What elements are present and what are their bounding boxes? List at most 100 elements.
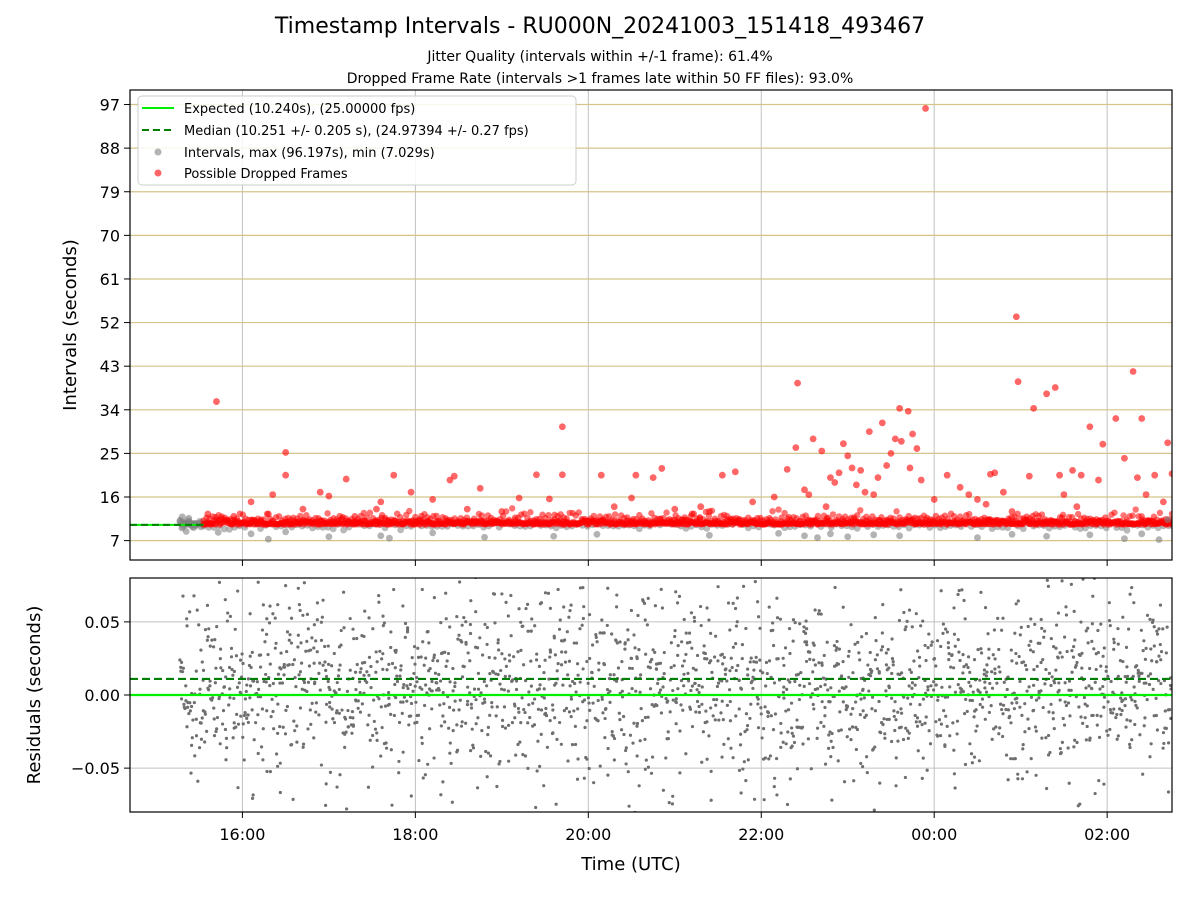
dropped-frame-point bbox=[718, 471, 726, 479]
residual-point bbox=[868, 650, 872, 655]
residual-point bbox=[1145, 698, 1149, 702]
residual-point bbox=[989, 816, 992, 819]
residual-point bbox=[466, 699, 470, 703]
residual-point bbox=[754, 660, 759, 664]
residual-point bbox=[653, 650, 657, 654]
residual-point bbox=[1169, 687, 1172, 691]
residual-point bbox=[486, 751, 491, 755]
residual-point bbox=[1051, 711, 1055, 715]
legend-intervals-swatch bbox=[154, 148, 162, 156]
residual-point bbox=[1121, 615, 1125, 619]
residual-point bbox=[222, 685, 226, 689]
residual-point bbox=[372, 698, 376, 702]
interval-point bbox=[1123, 526, 1131, 534]
residual-point bbox=[1058, 698, 1062, 702]
residual-point bbox=[460, 640, 464, 644]
residual-point bbox=[976, 688, 980, 692]
interval-point bbox=[247, 530, 255, 538]
dropped-band-point bbox=[1169, 521, 1172, 528]
residual-point bbox=[291, 662, 295, 667]
dropped-band-point bbox=[260, 516, 268, 523]
residual-point bbox=[849, 623, 853, 627]
interval-point bbox=[340, 526, 347, 534]
residual-point bbox=[554, 681, 558, 685]
residual-point bbox=[380, 725, 384, 730]
residual-point bbox=[841, 568, 844, 571]
residual-point bbox=[367, 713, 371, 717]
residual-point bbox=[1112, 707, 1116, 711]
residual-point bbox=[289, 742, 294, 747]
residual-point bbox=[953, 644, 957, 648]
residual-point bbox=[212, 717, 216, 721]
residual-point bbox=[493, 621, 497, 625]
residual-point bbox=[1084, 686, 1088, 690]
residual-point bbox=[466, 685, 470, 689]
residual-point bbox=[1121, 659, 1125, 664]
residual-point bbox=[514, 687, 519, 692]
residual-point bbox=[534, 658, 539, 662]
residual-point bbox=[432, 656, 436, 660]
residual-point bbox=[1079, 620, 1083, 624]
residual-point bbox=[516, 650, 520, 654]
residual-point bbox=[1102, 782, 1106, 786]
residual-point bbox=[837, 689, 841, 693]
residual-point bbox=[567, 710, 572, 714]
residuals-xtick-label-2: 20:00 bbox=[565, 825, 611, 844]
residual-point bbox=[1045, 786, 1049, 791]
residual-point bbox=[488, 672, 492, 676]
dropped-frame-point bbox=[610, 503, 618, 511]
residual-point bbox=[264, 632, 269, 636]
residual-point bbox=[1116, 674, 1120, 678]
residual-point bbox=[908, 702, 913, 706]
residual-point bbox=[446, 651, 451, 656]
dropped-band-point bbox=[545, 511, 552, 519]
residual-point bbox=[411, 689, 415, 693]
residual-point bbox=[188, 701, 192, 705]
residual-point bbox=[1046, 753, 1051, 757]
residual-point bbox=[415, 720, 419, 724]
dropped-frame-point bbox=[697, 503, 705, 511]
residual-point bbox=[698, 604, 703, 609]
residual-point bbox=[930, 640, 934, 644]
residual-point bbox=[690, 684, 694, 688]
residual-point bbox=[373, 727, 378, 731]
residual-point bbox=[314, 639, 318, 643]
residual-point bbox=[560, 650, 564, 654]
residual-point bbox=[208, 684, 212, 688]
residual-point bbox=[1123, 704, 1127, 708]
residual-point bbox=[587, 612, 592, 617]
residual-point bbox=[312, 623, 316, 627]
residual-point bbox=[846, 654, 851, 658]
dropped-frame-point bbox=[1060, 491, 1068, 498]
residual-point bbox=[775, 793, 779, 797]
residual-point bbox=[908, 668, 912, 672]
residual-point bbox=[754, 655, 758, 659]
residual-point bbox=[692, 619, 697, 623]
residual-point bbox=[861, 687, 865, 691]
residual-point bbox=[1142, 639, 1146, 643]
residual-point bbox=[761, 727, 766, 731]
residual-point bbox=[972, 715, 976, 719]
residual-point bbox=[387, 696, 391, 700]
residual-point bbox=[1163, 709, 1167, 713]
residual-point bbox=[761, 671, 765, 675]
residual-point bbox=[271, 612, 275, 616]
residual-point bbox=[830, 798, 834, 802]
residual-point bbox=[610, 632, 614, 636]
residual-point bbox=[616, 666, 621, 670]
residual-point bbox=[910, 686, 914, 690]
residual-point bbox=[903, 775, 908, 780]
residual-point bbox=[998, 726, 1002, 730]
residual-point bbox=[232, 669, 236, 674]
residual-point bbox=[705, 657, 709, 661]
intervals-ytick-label-2: 25 bbox=[100, 444, 120, 463]
residual-point bbox=[231, 673, 235, 677]
residual-point bbox=[1009, 721, 1013, 725]
residual-point bbox=[309, 648, 313, 652]
dropped-frame-point bbox=[930, 496, 938, 503]
residual-point bbox=[1081, 578, 1085, 581]
residual-point bbox=[851, 671, 855, 675]
residual-point bbox=[1064, 605, 1068, 609]
residual-point bbox=[1001, 712, 1005, 716]
residual-point bbox=[1021, 660, 1026, 664]
